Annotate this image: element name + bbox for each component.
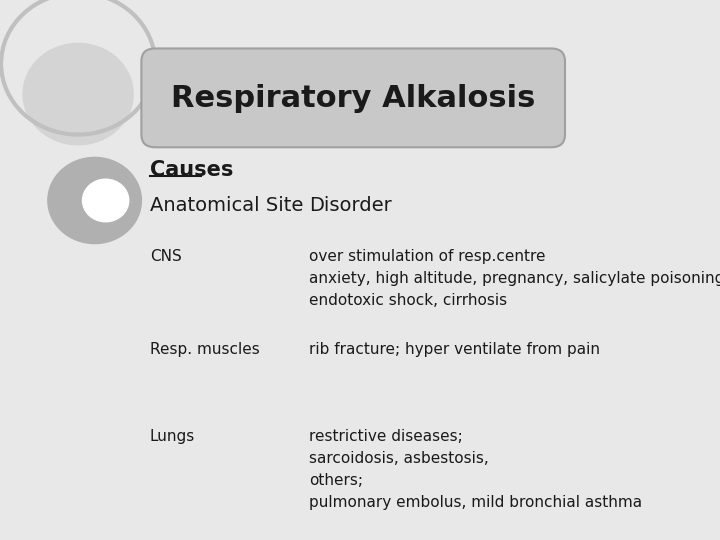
Text: restrictive diseases;
sarcoidosis, asbestosis,
others;
pulmonary embolus, mild b: restrictive diseases; sarcoidosis, asbes… bbox=[309, 429, 642, 510]
Text: Lungs: Lungs bbox=[150, 429, 195, 443]
Circle shape bbox=[48, 158, 141, 244]
Text: rib fracture; hyper ventilate from pain: rib fracture; hyper ventilate from pain bbox=[309, 342, 600, 357]
Circle shape bbox=[83, 179, 129, 222]
Circle shape bbox=[23, 43, 133, 145]
Text: Respiratory Alkalosis: Respiratory Alkalosis bbox=[171, 84, 536, 113]
Text: Resp. muscles: Resp. muscles bbox=[150, 342, 259, 357]
Text: Disorder: Disorder bbox=[309, 196, 392, 215]
Text: Anatomical Site: Anatomical Site bbox=[150, 196, 303, 215]
Text: CNS: CNS bbox=[150, 248, 181, 264]
FancyBboxPatch shape bbox=[141, 49, 565, 147]
Text: over stimulation of resp.centre
anxiety, high altitude, pregnancy, salicylate po: over stimulation of resp.centre anxiety,… bbox=[309, 248, 720, 308]
Text: Causes: Causes bbox=[150, 160, 233, 180]
